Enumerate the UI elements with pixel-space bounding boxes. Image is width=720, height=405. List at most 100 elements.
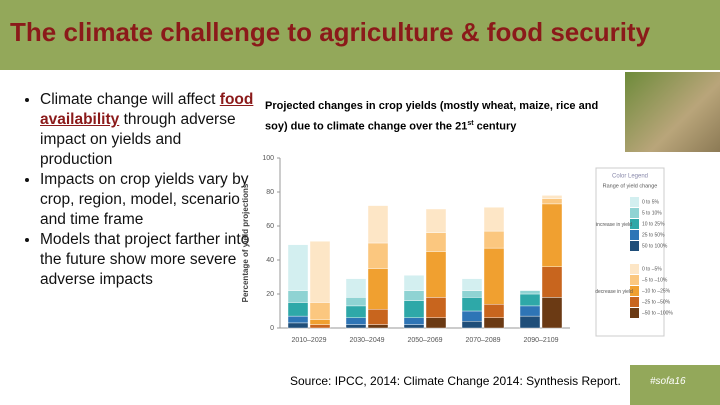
bar-segment xyxy=(345,317,367,325)
bar-segment xyxy=(403,317,425,325)
footer-band xyxy=(630,365,720,405)
y-tick-label: 20 xyxy=(266,291,274,298)
bar-segment xyxy=(541,266,563,298)
bar-segment xyxy=(367,268,389,310)
legend-swatch xyxy=(630,297,639,307)
y-tick-label: 80 xyxy=(266,189,274,196)
legend-label: –25 to –50% xyxy=(642,299,671,305)
bar-segment xyxy=(367,309,389,325)
legend-group: decrease in yield xyxy=(595,289,633,295)
chart-title-text: Projected changes in crop yields (mostly… xyxy=(265,100,599,133)
bar-segment xyxy=(541,198,563,205)
bar-segment xyxy=(425,317,447,329)
legend-label: –10 to –25% xyxy=(642,288,671,294)
legend-label: 10 to 25% xyxy=(642,221,665,227)
x-tick-label: 2090–2109 xyxy=(523,337,558,344)
legend-swatch xyxy=(630,286,639,296)
bar-segment xyxy=(461,278,483,291)
bar-segment xyxy=(461,321,483,329)
bar-segment xyxy=(309,324,331,329)
bar-segment xyxy=(287,290,309,303)
legend-label: –5 to –10% xyxy=(642,277,668,283)
bar-segment xyxy=(287,315,309,324)
hashtag: #sofa16 xyxy=(650,376,686,387)
bullet: Climate change will affect food availabi… xyxy=(40,90,255,170)
bar-segment xyxy=(519,305,541,317)
bar-segment xyxy=(309,302,331,320)
legend-swatch xyxy=(630,208,639,218)
photo xyxy=(625,72,720,152)
legend-swatch xyxy=(630,264,639,274)
bar-segment xyxy=(367,242,389,269)
slide-title: The climate challenge to agriculture & f… xyxy=(10,17,651,47)
bar-segment xyxy=(519,293,541,307)
legend-swatch xyxy=(630,197,639,207)
bar-segment xyxy=(425,208,447,233)
bullet-text: Climate change will affect xyxy=(40,91,220,108)
bar-segment xyxy=(403,290,425,302)
bullet: Impacts on crop yields vary by crop, reg… xyxy=(40,170,255,230)
legend-group: increase in yield xyxy=(596,222,632,228)
x-tick-label: 2050–2069 xyxy=(407,337,442,344)
bar-segment xyxy=(403,275,425,291)
legend-swatch xyxy=(630,308,639,318)
chart-title-end: century xyxy=(473,120,517,133)
legend-swatch xyxy=(630,241,639,251)
bar-segment xyxy=(403,324,425,329)
y-tick-label: 0 xyxy=(270,325,274,332)
header: The climate challenge to agriculture & f… xyxy=(0,0,720,70)
legend-label: –50 to –100% xyxy=(642,310,673,316)
bar-segment xyxy=(461,310,483,322)
legend-label: 0 to 5% xyxy=(642,199,660,205)
bullets: Climate change will affect food availabi… xyxy=(18,90,255,290)
legend-title: Color Legend xyxy=(612,174,648,180)
bar-segment xyxy=(287,244,309,291)
bar-segment xyxy=(345,278,367,298)
y-tick-label: 60 xyxy=(266,223,274,230)
bar-segment xyxy=(541,203,563,267)
y-tick-label: 100 xyxy=(262,155,274,162)
bullet-emphasis: food availability xyxy=(40,91,254,128)
bar-segment xyxy=(541,195,563,199)
bar-segment xyxy=(483,304,505,319)
bar-segment xyxy=(403,300,425,318)
y-tick-label: 40 xyxy=(266,257,274,264)
bar-segment xyxy=(425,297,447,318)
legend-label: 50 to 100% xyxy=(642,243,668,249)
bar-segment xyxy=(461,290,483,298)
bar-segment xyxy=(425,251,447,298)
source: Source: IPCC, 2014: Climate Change 2014:… xyxy=(290,374,621,388)
bar-segment xyxy=(345,297,367,307)
x-tick-label: 2030–2049 xyxy=(349,337,384,344)
bar-segment xyxy=(519,290,541,295)
legend-label: 25 to 50% xyxy=(642,232,665,238)
chart-title-sup: st xyxy=(467,120,474,127)
y-axis-label: Percentage of yield projections xyxy=(241,183,250,302)
bar-segment xyxy=(345,305,367,318)
bar-segment xyxy=(425,232,447,252)
x-tick-label: 2070–2089 xyxy=(465,337,500,344)
bar-segment xyxy=(287,302,309,317)
bar-segment xyxy=(483,317,505,329)
bar-segment xyxy=(483,230,505,249)
bar-segment xyxy=(367,324,389,329)
bar-segment xyxy=(287,322,309,329)
legend-label: 5 to 10% xyxy=(642,210,662,216)
bar-segment xyxy=(309,319,331,325)
legend-swatch xyxy=(630,230,639,240)
bar-segment xyxy=(483,247,505,305)
bar-segment xyxy=(461,297,483,312)
legend-swatch xyxy=(630,275,639,285)
chart-title: Projected changes in crop yields (mostly… xyxy=(265,98,605,136)
bar-segment xyxy=(309,241,331,303)
bar-segment xyxy=(367,205,389,244)
bullet: Models that project farther into the fut… xyxy=(40,230,255,290)
bar-segment xyxy=(519,315,541,329)
bar-segment xyxy=(541,297,563,329)
legend-swatch xyxy=(630,219,639,229)
legend-label: 0 to –5% xyxy=(642,266,662,272)
bar-segment xyxy=(345,324,367,329)
x-tick-label: 2010–2029 xyxy=(291,337,326,344)
